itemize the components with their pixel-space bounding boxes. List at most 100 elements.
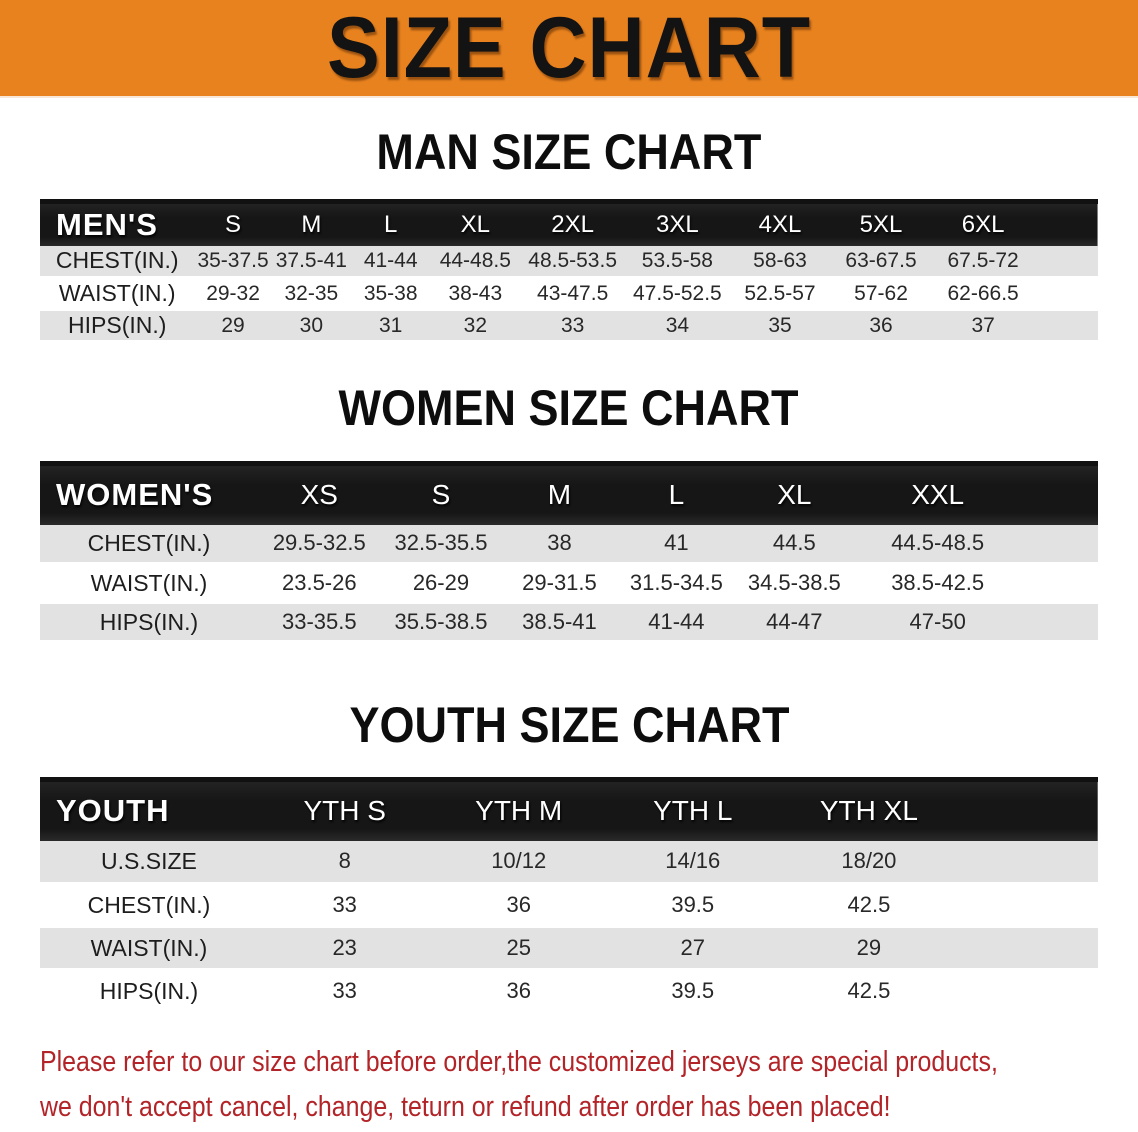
size-value-cell: 38-43: [430, 277, 521, 311]
measurement-row-label: CHEST(IN.): [40, 524, 258, 565]
measurement-row: HIPS(IN.) 33-35.5 35.5-38.5 38.5-41 41-44 44-…: [40, 602, 1098, 643]
size-value-cell: 18/20: [779, 840, 959, 885]
size-table-header-row: WOMEN'S XS S M L XL XXL: [40, 463, 1098, 525]
size-value-cell: 39.5: [606, 883, 780, 928]
size-value-cell: 23: [257, 926, 432, 971]
spacer-cell: [1022, 464, 1098, 525]
size-column-header: YTH S: [303, 795, 386, 827]
measurement-row: WAIST(IN.) 23.5-26 26-29 29-31.5 31.5-34.5 34…: [40, 563, 1098, 604]
size-value-cell: 29: [779, 926, 959, 971]
size-value-cell: 30: [271, 309, 352, 343]
size-value-cell: 43-47.5: [520, 277, 626, 311]
size-column-header: 2XL: [551, 210, 594, 238]
measurement-row: HIPS(IN.) 33 36 39.5 42.5: [40, 969, 1098, 1014]
size-value-cell: 32.5-35.5: [380, 524, 502, 565]
size-value-cell: 23.5-26: [257, 563, 381, 604]
size-value-cell: 33: [520, 309, 626, 343]
size-column-header: M: [301, 210, 322, 238]
banner-title: SIZE CHART: [327, 0, 811, 96]
size-value-cell: 34: [625, 309, 730, 343]
measurement-row-label: HIPS(IN.): [40, 602, 258, 643]
size-value-cell: 8: [257, 840, 432, 885]
youth-size-table-wrap: YOUTH YTH S YTH M YTH L YTH XL U.S.SIZE 8 10/12…: [40, 777, 1098, 1014]
size-value-cell: 41-44: [351, 245, 431, 279]
size-column-header: YTH XL: [819, 795, 918, 827]
measurement-row-label: HIPS(IN.): [40, 969, 258, 1014]
size-column-header: M: [547, 479, 572, 511]
size-column-header: 3XL: [656, 210, 699, 238]
size-value-cell: 32: [430, 309, 521, 343]
women-size-table: WOMEN'S XS S M L XL XXL CHEST(IN.) 29.5-32.5 32.5…: [40, 461, 1098, 643]
measurement-row: HIPS(IN.) 29 30 31 32 33 34 35 36 37: [40, 309, 1098, 343]
size-table-header-row: MEN'S S M L XL 2XL 3XL 4XL 5XL 6XL: [40, 201, 1098, 246]
spacer-cell: [1021, 602, 1098, 643]
size-column-header: YTH M: [475, 795, 563, 827]
man-section-heading-text: MAN SIZE CHART: [376, 124, 762, 180]
size-value-cell: 31.5-34.5: [617, 563, 736, 604]
measurement-row: U.S.SIZE 8 10/12 14/16 18/20: [40, 840, 1098, 885]
size-value-cell: 33: [257, 969, 432, 1014]
spacer-cell: [958, 883, 1098, 928]
size-value-cell: 29.5-32.5: [257, 524, 381, 565]
size-value-cell: 52.5-57: [729, 277, 831, 311]
size-value-cell: 47.5-52.5: [625, 277, 730, 311]
size-value-cell: 63-67.5: [830, 245, 932, 279]
size-value-cell: 37: [931, 309, 1035, 343]
size-column-header: S: [225, 210, 242, 238]
size-value-cell: 27: [606, 926, 780, 971]
size-value-cell: 32-35: [271, 277, 352, 311]
size-column-header: XXL: [911, 479, 965, 511]
size-value-cell: 36: [431, 883, 606, 928]
size-value-cell: 41-44: [617, 602, 736, 643]
size-value-cell: 29-31.5: [501, 563, 618, 604]
measurement-row: CHEST(IN.) 33 36 39.5 42.5: [40, 883, 1098, 928]
disclaimer-line-1: Please refer to our size chart before or…: [40, 1046, 998, 1078]
men-size-table-wrap: MEN'S S M L XL 2XL 3XL 4XL 5XL 6XL CHEST(IN.) 35-37…: [40, 199, 1098, 343]
measurement-row-label: U.S.SIZE: [40, 840, 258, 885]
size-value-cell: 58-63: [729, 245, 831, 279]
spacer-cell: [1034, 245, 1098, 279]
spacer-cell: [1034, 309, 1098, 343]
size-value-cell: 34.5-38.5: [735, 563, 854, 604]
order-disclaimer: Please refer to our size chart before or…: [40, 1040, 1138, 1130]
size-value-cell: 14/16: [606, 840, 780, 885]
size-column-header: 4XL: [758, 210, 802, 238]
size-value-cell: 44-48.5: [430, 245, 521, 279]
size-value-cell: 33-35.5: [257, 602, 381, 643]
size-value-cell: 36: [431, 969, 606, 1014]
size-value-cell: 44.5-48.5: [853, 524, 1022, 565]
spacer-cell: [958, 969, 1098, 1014]
measurement-row-label: WAIST(IN.): [40, 563, 258, 604]
measurement-row-label: WAIST(IN.): [40, 926, 258, 971]
youth-size-table: YOUTH YTH S YTH M YTH L YTH XL U.S.SIZE 8 10/12…: [40, 777, 1098, 1014]
measurement-row: CHEST(IN.) 29.5-32.5 32.5-35.5 38 41 44.5 44.5…: [40, 524, 1098, 565]
size-chart-banner: SIZE CHART: [0, 0, 1138, 98]
size-column-header: YTH L: [653, 795, 733, 827]
size-value-cell: 31: [351, 309, 431, 343]
spacer-cell: [1021, 563, 1098, 604]
women-size-table-wrap: WOMEN'S XS S M L XL XXL CHEST(IN.) 29.5-32.5 32.5…: [40, 461, 1098, 643]
measurement-row-label: WAIST(IN.): [40, 277, 195, 311]
size-column-header: XL: [777, 479, 812, 511]
measurement-row-label: CHEST(IN.): [40, 883, 258, 928]
size-value-cell: 44.5: [735, 524, 854, 565]
measurement-row: WAIST(IN.) 23 25 27 29: [40, 926, 1098, 971]
size-value-cell: 29: [194, 309, 272, 343]
spacer-cell: [1034, 277, 1098, 311]
size-value-cell: 38.5-42.5: [853, 563, 1022, 604]
size-value-cell: 62-66.5: [931, 277, 1035, 311]
size-group-label: MEN'S: [56, 206, 158, 242]
size-column-header: XS: [300, 479, 338, 511]
size-value-cell: 33: [257, 883, 432, 928]
measurement-row: WAIST(IN.) 29-32 32-35 35-38 38-43 43-47.5 47.…: [40, 277, 1098, 311]
size-value-cell: 47-50: [853, 602, 1022, 643]
size-group-label: YOUTH: [56, 793, 170, 829]
size-value-cell: 29-32: [194, 277, 272, 311]
spacer-cell: [958, 840, 1098, 885]
youth-section-heading-text: YOUTH SIZE CHART: [348, 697, 790, 753]
measurement-row-label: HIPS(IN.): [40, 309, 195, 343]
women-section-heading-text: WOMEN SIZE CHART: [339, 380, 799, 436]
size-value-cell: 48.5-53.5: [520, 245, 626, 279]
size-column-header: 5XL: [859, 210, 903, 238]
size-value-cell: 25: [431, 926, 606, 971]
